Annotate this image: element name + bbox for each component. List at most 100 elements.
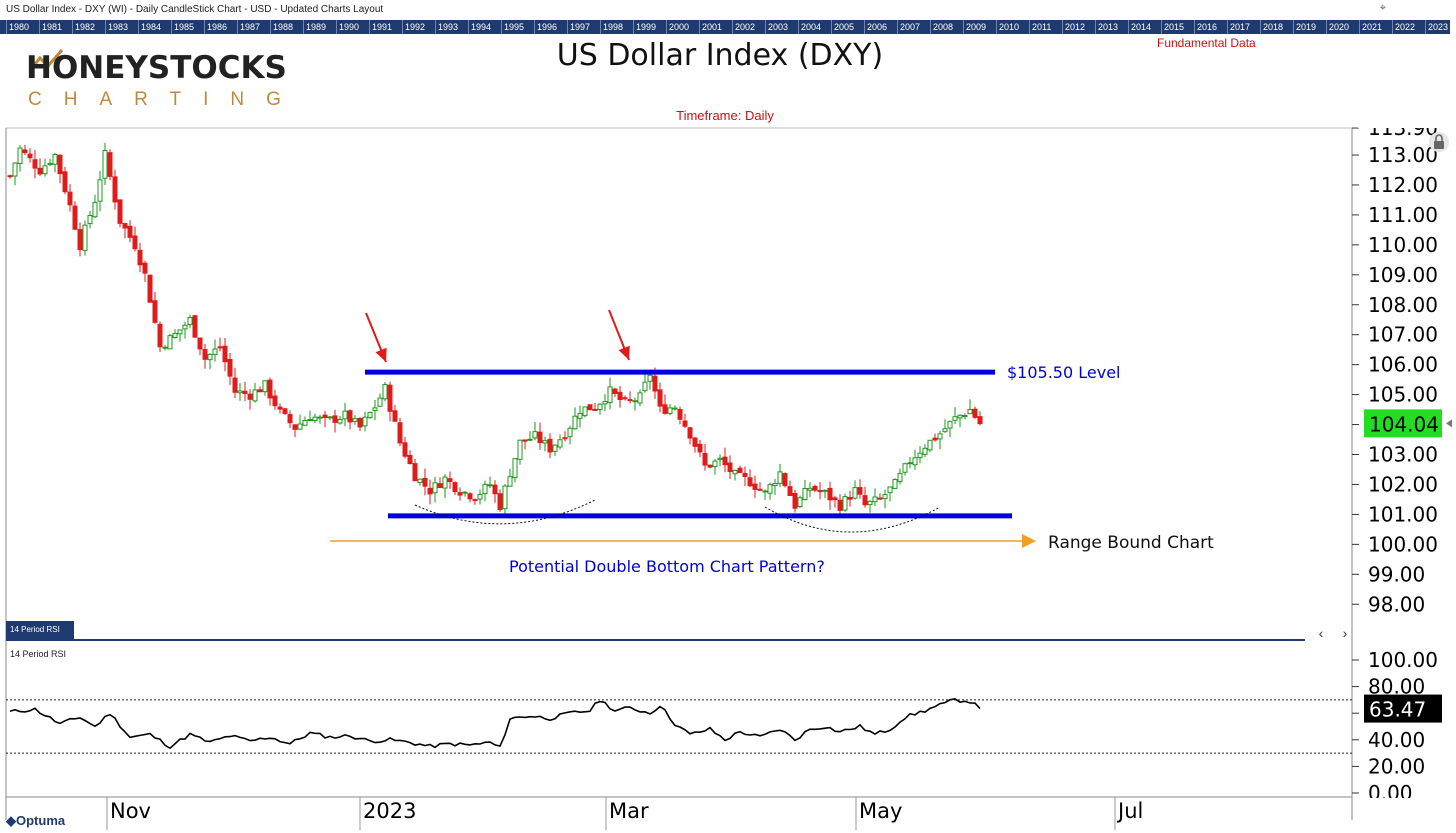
year-strip-item[interactable]: 2008 [930, 20, 953, 34]
candle-up [777, 471, 783, 484]
year-strip-item[interactable]: 2021 [1359, 20, 1382, 34]
year-strip[interactable]: 1980 1981 1982 1983 1984 1985 1986 1987 1988 1989… [0, 20, 1450, 34]
candle-down [682, 420, 688, 427]
year-strip-item[interactable]: 1980 [6, 20, 29, 34]
candle-up [632, 400, 638, 403]
year-strip-item[interactable]: 1982 [72, 20, 95, 34]
year-strip-item[interactable]: 1998 [600, 20, 623, 34]
year-strip-item[interactable]: 2006 [864, 20, 887, 34]
year-strip-item[interactable]: 1983 [105, 20, 128, 34]
candle-down [787, 486, 793, 497]
candle-down [792, 493, 798, 509]
candle-down [267, 379, 273, 399]
year-strip-item[interactable]: 2018 [1260, 20, 1283, 34]
candle-up [762, 490, 768, 493]
rsi-tick-label: 40.00 [1368, 728, 1425, 752]
year-strip-item[interactable]: 1999 [633, 20, 656, 34]
year-strip-item[interactable]: 2015 [1161, 20, 1184, 34]
candle-up [172, 332, 178, 339]
year-strip-item[interactable]: 2000 [666, 20, 689, 34]
candle-up [352, 418, 358, 422]
fundamental-data-link[interactable]: Fundamental Data [1157, 36, 1256, 50]
candle-up [212, 348, 218, 355]
year-strip-item[interactable]: 2011 [1029, 20, 1051, 34]
year-strip-item[interactable]: 2020 [1326, 20, 1349, 34]
pin-icon[interactable]: ⌖ [1379, 2, 1386, 14]
candles-group [7, 142, 983, 517]
candle-down [192, 315, 198, 338]
price-tick-label: 103.00 [1368, 443, 1438, 467]
candle-up [577, 412, 583, 419]
scroll-right-button[interactable]: › [1342, 625, 1348, 641]
candle-up [207, 353, 213, 361]
rsi-panel-tab[interactable]: 14 Period RSI [6, 621, 74, 639]
year-strip-item[interactable]: 2005 [831, 20, 854, 34]
top-arrow-1-head [375, 347, 387, 362]
year-strip-item[interactable]: 1989 [303, 20, 326, 34]
candle-down [832, 497, 838, 501]
year-strip-item[interactable]: 2001 [699, 20, 722, 34]
year-strip-item[interactable]: 2003 [765, 20, 788, 34]
candle-down [37, 167, 43, 175]
lock-icon[interactable] [1428, 132, 1450, 152]
year-strip-item[interactable]: 2010 [996, 20, 1019, 34]
candle-down [657, 389, 663, 407]
candle-down [452, 482, 458, 493]
year-strip-item[interactable]: 2022 [1392, 20, 1415, 34]
window-title-bar: US Dollar Index - DXY (WI) - Daily Candl… [0, 0, 1456, 20]
top-arrow-2-head [618, 345, 630, 360]
candle-up [897, 472, 903, 483]
candle-down [22, 149, 28, 154]
candle-down [492, 484, 498, 495]
candle-down [137, 249, 143, 266]
year-strip-item[interactable]: 1981 [39, 20, 62, 34]
year-strip-item[interactable]: 1987 [237, 20, 260, 34]
year-strip-item[interactable]: 2009 [963, 20, 986, 34]
candle-down [27, 153, 33, 159]
candle-down [117, 199, 123, 224]
year-strip-item[interactable]: 2013 [1095, 20, 1118, 34]
year-strip-item[interactable]: 2017 [1227, 20, 1250, 34]
year-strip-item[interactable]: 1988 [270, 20, 293, 34]
year-strip-item[interactable]: 1997 [567, 20, 590, 34]
year-strip-item[interactable]: 1986 [204, 20, 227, 34]
candle-down [562, 437, 568, 440]
year-strip-item[interactable]: 1993 [435, 20, 458, 34]
year-strip-item[interactable]: 1990 [336, 20, 359, 34]
double-bottom-label: Potential Double Bottom Chart Pattern? [509, 557, 825, 576]
candle-down [107, 152, 113, 177]
optuma-logo-icon: ◆ [6, 813, 16, 828]
candle-down [547, 438, 553, 453]
year-strip-item[interactable]: 2007 [897, 20, 920, 34]
candle-up [642, 381, 648, 392]
candle-down [537, 431, 543, 444]
year-strip-item[interactable]: 2014 [1128, 20, 1151, 34]
candle-up [807, 487, 813, 491]
price-tick-label: 108.00 [1368, 293, 1438, 317]
candle-up [927, 439, 933, 451]
candle-down [757, 488, 763, 491]
candle-up [852, 487, 858, 499]
year-strip-item[interactable]: 1992 [402, 20, 425, 34]
candle-up [557, 439, 563, 448]
year-strip-item[interactable]: 1995 [501, 20, 524, 34]
year-strip-item[interactable]: 1991 [369, 20, 392, 34]
x-tick-label: May [859, 799, 902, 823]
year-strip-item[interactable]: 2004 [798, 20, 821, 34]
year-strip-item[interactable]: 2019 [1293, 20, 1316, 34]
scroll-left-button[interactable]: ‹ [1318, 625, 1324, 641]
year-strip-item[interactable]: 2012 [1062, 20, 1085, 34]
candle-down [497, 493, 503, 511]
year-strip-item[interactable]: 1994 [468, 20, 491, 34]
year-strip-item[interactable]: 1985 [171, 20, 194, 34]
year-strip-item[interactable]: 2016 [1194, 20, 1217, 34]
candle-up [187, 316, 193, 326]
bottom-arc-2 [764, 506, 941, 533]
candle-down [677, 409, 683, 420]
year-strip-item[interactable]: 1996 [534, 20, 557, 34]
year-strip-item[interactable]: 1984 [138, 20, 161, 34]
year-strip-item[interactable]: 2023 [1425, 20, 1448, 34]
year-strip-item[interactable]: 2002 [732, 20, 755, 34]
candle-down [272, 395, 278, 407]
